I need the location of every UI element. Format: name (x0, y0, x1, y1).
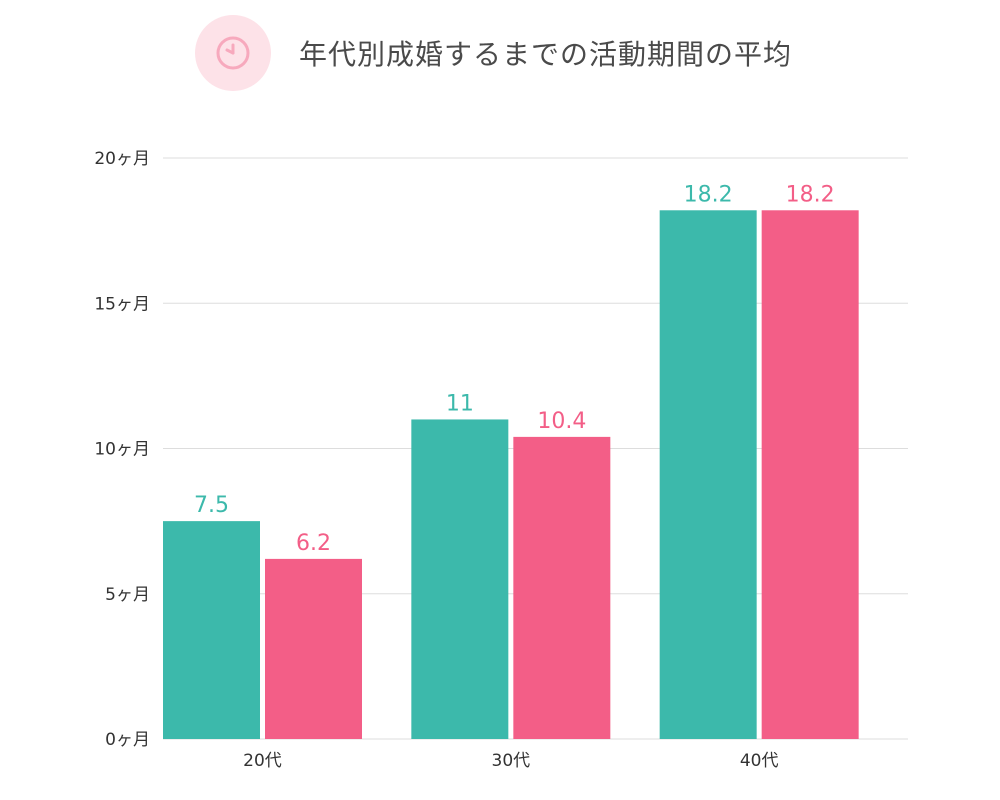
data-label: 18.2 (786, 182, 835, 207)
data-label: 6.2 (296, 531, 331, 556)
x-tick-label: 20代 (243, 751, 282, 771)
bar (265, 558, 362, 739)
chart-header: 年代別成婚するまでの活動期間の平均 (195, 15, 792, 91)
bar (659, 210, 757, 740)
data-label: 7.5 (194, 493, 229, 518)
bar (163, 521, 260, 739)
bar (513, 436, 611, 739)
x-tick-label: 40代 (740, 751, 779, 771)
y-tick-label: 5ヶ月 (105, 585, 150, 605)
bar (761, 210, 859, 740)
data-label: 11 (446, 391, 474, 416)
clock-icon (195, 15, 271, 91)
data-label: 18.2 (684, 182, 733, 207)
chart-title: 年代別成婚するまでの活動期間の平均 (299, 38, 793, 71)
x-tick-label: 30代 (492, 751, 531, 771)
data-label: 10.4 (537, 409, 586, 434)
y-tick-label: 10ヶ月 (94, 440, 150, 460)
bar (411, 419, 509, 739)
y-tick-label: 0ヶ月 (105, 730, 150, 750)
y-tick-label: 15ヶ月 (94, 294, 150, 314)
y-tick-label: 20ヶ月 (94, 149, 150, 169)
